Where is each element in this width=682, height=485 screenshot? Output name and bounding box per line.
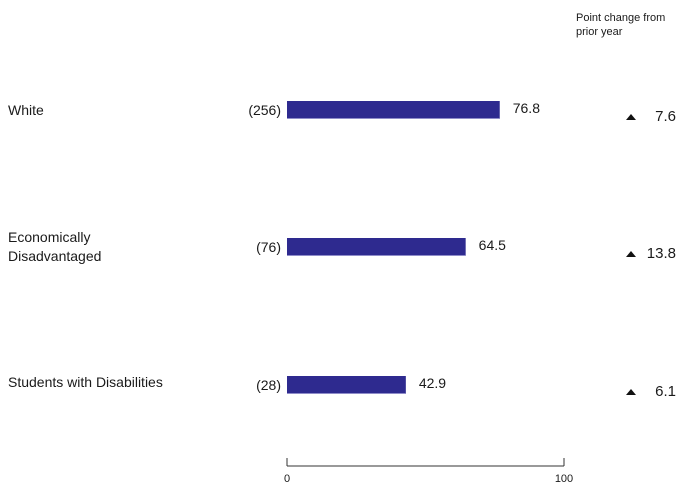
point-change-value: 6.1 bbox=[655, 383, 676, 400]
bar-underline bbox=[287, 393, 406, 394]
x-tick-label: 0 bbox=[284, 473, 290, 485]
triangle-up-icon bbox=[626, 251, 636, 257]
value-label: 64.5 bbox=[478, 237, 506, 253]
bar-underline bbox=[287, 255, 466, 256]
point-change: 13.8 bbox=[626, 245, 676, 263]
point-change: 6.1 bbox=[626, 383, 676, 401]
triangle-up-icon bbox=[626, 114, 636, 120]
count-label: (28) bbox=[256, 377, 281, 393]
change-header-line-2: prior year bbox=[576, 26, 623, 38]
point-change-value: 7.6 bbox=[655, 108, 676, 125]
bar bbox=[287, 376, 406, 394]
value-label: 42.9 bbox=[418, 375, 447, 391]
bar bbox=[287, 238, 466, 256]
bar bbox=[287, 101, 500, 119]
bar-underline bbox=[287, 118, 500, 119]
triangle-up-icon bbox=[626, 389, 636, 395]
point-change: 7.6 bbox=[626, 108, 676, 126]
point-change-value: 13.8 bbox=[646, 245, 676, 262]
change-header-line-1: Point change from bbox=[576, 12, 666, 24]
group-label: Students with Disabilities bbox=[8, 374, 163, 390]
value-label: 76.8 bbox=[512, 100, 540, 116]
count-label: (76) bbox=[256, 239, 281, 255]
count-label: (256) bbox=[248, 102, 281, 118]
group-label: Disadvantaged bbox=[8, 248, 102, 264]
group-label: Economically bbox=[8, 229, 91, 245]
group-label: White bbox=[8, 102, 44, 118]
x-tick-label: 100 bbox=[555, 473, 573, 485]
